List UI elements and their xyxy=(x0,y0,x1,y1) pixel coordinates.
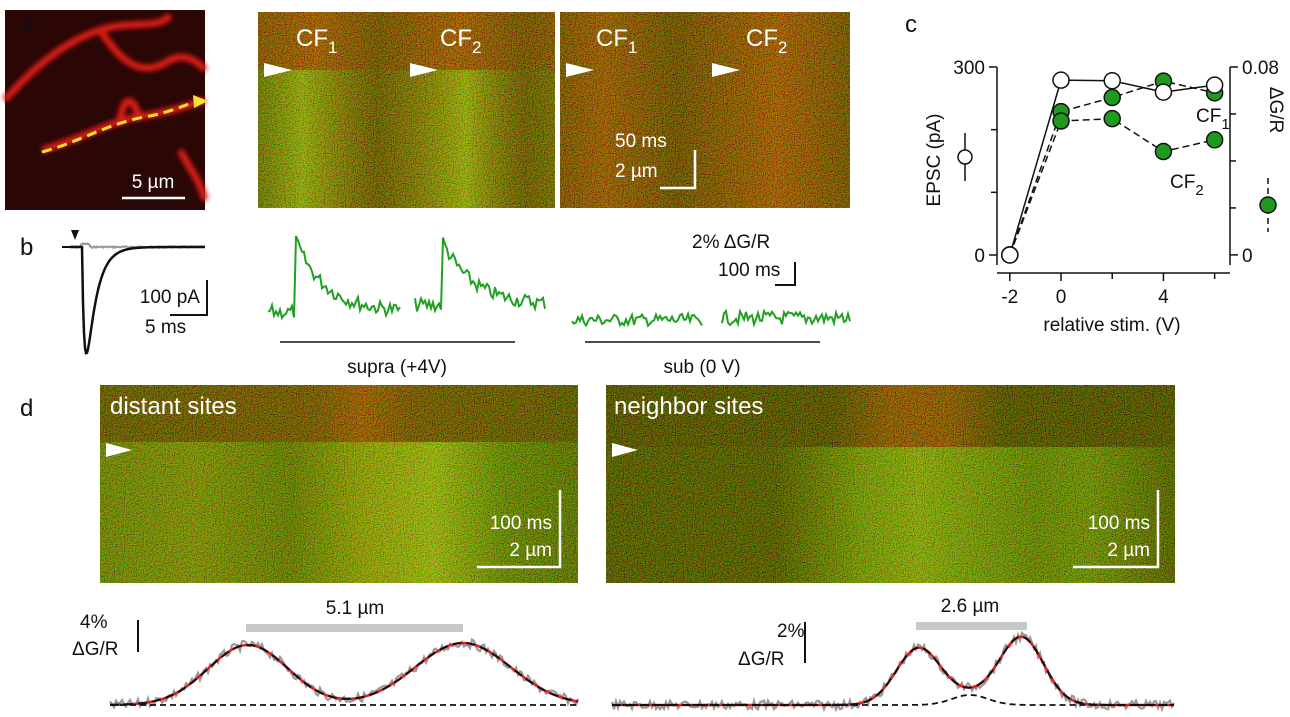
x-axis-label: relative stim. (V) xyxy=(1043,315,1180,336)
amp-label: ΔG/R xyxy=(738,649,784,670)
scale-bar xyxy=(660,150,697,190)
profiles xyxy=(109,630,1175,713)
line-scan xyxy=(41,100,196,154)
image-noise xyxy=(606,385,1175,583)
cf-label: CF1 xyxy=(296,25,337,57)
trace xyxy=(721,308,851,328)
scale-label: 50 ms xyxy=(615,131,667,152)
arrowhead xyxy=(106,443,132,457)
arrowhead xyxy=(193,95,208,108)
baseline-fit xyxy=(612,694,1174,706)
x-tick-label: -2 xyxy=(1001,287,1018,308)
point xyxy=(1103,88,1121,107)
point xyxy=(1154,83,1173,101)
scale-label: 100 ms xyxy=(490,513,552,534)
point xyxy=(1052,71,1070,89)
profile-fit xyxy=(612,635,1174,707)
amp-label: 2% xyxy=(777,621,805,642)
profile-data xyxy=(610,630,1175,713)
trace xyxy=(267,235,401,321)
profile-fit xyxy=(612,635,1174,706)
trace xyxy=(571,310,703,328)
image-title: distant sites xyxy=(110,393,237,420)
cf-label: CF2 xyxy=(746,25,787,57)
y2-tick-label: 0.08 xyxy=(1242,58,1279,79)
point xyxy=(1052,112,1070,130)
series-label-text: CF xyxy=(1196,106,1221,127)
arrowhead xyxy=(71,230,79,240)
point xyxy=(1001,246,1019,264)
panel-label: d xyxy=(20,395,33,422)
legend-marker xyxy=(957,133,973,181)
condition-label: supra (+4V) xyxy=(347,357,447,378)
point xyxy=(1154,142,1173,161)
image-noise xyxy=(100,385,578,583)
x-tick-label: 0 xyxy=(1056,287,1067,308)
scale-label: 100 ms xyxy=(718,260,780,281)
series-line xyxy=(1009,80,1215,256)
amp-label: ΔG/R xyxy=(72,639,118,660)
x-tick-label: 4 xyxy=(1158,287,1169,308)
scale-label: 5 ms xyxy=(145,317,186,338)
scale-label: 2 µm xyxy=(615,161,658,182)
trace xyxy=(414,237,546,314)
panel-label: a xyxy=(20,10,34,37)
scale-label: 5 µm xyxy=(132,172,175,193)
traces xyxy=(267,235,851,328)
scale-label: 2 µm xyxy=(509,540,552,561)
condition-label: sub (0 V) xyxy=(663,357,740,378)
scale-label: 2 µm xyxy=(1107,540,1150,561)
legend-marker xyxy=(1259,178,1277,232)
point xyxy=(1103,72,1121,90)
series-label: CF1 xyxy=(1196,106,1230,133)
point xyxy=(1205,131,1224,149)
series-label-sub: 2 xyxy=(1195,182,1203,199)
y2-tick-label: 0 xyxy=(1242,246,1253,267)
image-noise xyxy=(258,12,555,208)
scale-bar xyxy=(775,262,796,286)
arrowhead xyxy=(612,443,638,457)
series-label: CF2 xyxy=(1170,172,1204,199)
scale-label: 100 pA xyxy=(140,287,201,308)
point xyxy=(1103,109,1121,128)
scale-bar xyxy=(170,280,208,316)
distance-label: 5.1 µm xyxy=(326,598,384,619)
image-title: neighbor sites xyxy=(614,393,763,420)
cf-label: CF1 xyxy=(596,25,637,57)
panel-label: c xyxy=(905,11,917,38)
amp-label: 4% xyxy=(80,612,108,633)
series-label-sub: 1 xyxy=(1221,116,1229,133)
point xyxy=(1205,76,1224,94)
trace xyxy=(70,245,205,355)
profile-data xyxy=(109,637,580,710)
distance-label: 2.6 µm xyxy=(941,596,999,617)
y2-axis-label: ΔG/R xyxy=(1265,87,1286,133)
series-label-text: CF xyxy=(1170,172,1195,193)
y-tick-label: 0 xyxy=(974,246,985,267)
panel-label: b xyxy=(20,234,33,261)
scale-label: 2% ΔG/R xyxy=(692,232,770,253)
cf-label: CF2 xyxy=(440,25,481,57)
scale-bar xyxy=(477,490,562,569)
y-tick-label: 300 xyxy=(953,58,985,79)
scale-bar xyxy=(1073,490,1160,569)
scale-label: 100 ms xyxy=(1088,513,1150,534)
image-noise xyxy=(560,12,850,208)
y-axis-label: EPSC (pA) xyxy=(924,114,945,207)
profile-fit xyxy=(110,642,579,706)
arrowheads xyxy=(264,63,740,77)
